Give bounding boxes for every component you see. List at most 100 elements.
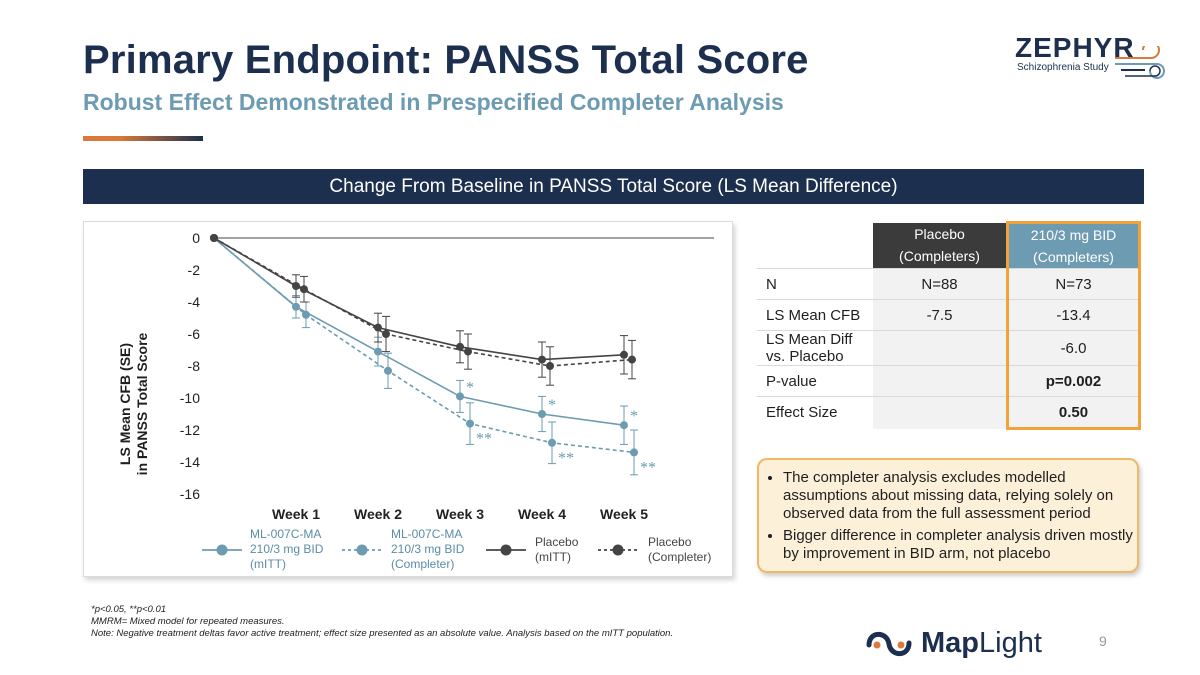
legend-marker (216, 544, 228, 556)
cell-placebo (873, 365, 1008, 397)
legend-text: (mITT) (250, 557, 286, 571)
col-header-text: Placebo (914, 226, 965, 243)
accent-bar (83, 136, 203, 141)
x-tick-label: Week 4 (518, 506, 566, 522)
footnote-mmrm: MMRM= Mixed model for repeated measures. (91, 616, 285, 627)
cell-placebo: -7.5 (873, 299, 1008, 331)
data-point (620, 421, 628, 430)
page-subtitle: Robust Effect Demonstrated in Prespecifi… (83, 89, 784, 115)
legend-text: ML-007C-MA (250, 527, 322, 541)
data-point (456, 392, 464, 401)
callout-list: The completer analysis excludes modelled… (759, 469, 1137, 563)
col-header-bid: 210/3 mg BID (Completers) (1006, 221, 1141, 269)
data-point (382, 330, 390, 338)
callout-bullet: Bigger difference in completer analysis … (783, 527, 1137, 563)
maplight-wordmark: MapLight (921, 627, 1042, 660)
y-tick-label: 0 (192, 230, 200, 246)
legend-marker (500, 544, 512, 556)
maplight-logo: MapLight (865, 627, 1055, 661)
maplight-word-light: Light (979, 627, 1042, 659)
data-point (620, 350, 628, 359)
legend-text: Placebo (535, 535, 579, 549)
significance-marker: * (548, 397, 556, 414)
results-table: Placebo (Completers) 210/3 mg BID (Compl… (757, 221, 1141, 430)
footnote-note: Note: Negative treatment deltas favor ac… (91, 628, 674, 639)
legend-marker (612, 544, 624, 556)
table-corner (757, 222, 873, 269)
cell-bid: 0.50 (1006, 396, 1141, 430)
y-tick-label: -6 (188, 326, 201, 342)
zephyr-logo-word: ZEPHYR (1015, 32, 1135, 63)
cell-placebo (873, 330, 1008, 366)
zephyr-logo-subtitle: Schizophrenia Study (1017, 62, 1109, 73)
maplight-word-bold: Map (921, 627, 979, 659)
data-point (628, 355, 636, 364)
legend-item-bid-mitt: ML-007C-MA 210/3 mg BID (mITT) (250, 527, 323, 572)
significance-marker: ** (476, 431, 492, 448)
series-line (213, 237, 635, 454)
x-tick-label: Week 3 (436, 506, 484, 522)
chart-canvas: 0 -2 -4 -6 -8 -10 -12 -14 -16 Week 1 Week 2 Week 3 W… (180, 230, 714, 556)
legend-text: (mITT) (535, 550, 571, 564)
y-axis-label-line1: LS Mean CFB (SE) (117, 342, 133, 466)
legend-text: (Completer) (648, 550, 712, 564)
x-tick-label: Week 5 (600, 506, 648, 522)
cell-placebo (873, 396, 1008, 429)
data-point (630, 448, 638, 457)
row-label: N (757, 268, 873, 300)
y-axis-label-line2: in PANSS Total Score (134, 332, 150, 476)
data-point (546, 362, 554, 370)
data-point (538, 355, 546, 364)
legend-text: ML-007C-MA (391, 527, 463, 541)
data-point (302, 310, 310, 319)
y-tick-label: -16 (180, 486, 200, 502)
legend-text: 210/3 mg BID (391, 542, 465, 556)
table-row: P-value p=0.002 (757, 365, 1141, 397)
y-tick-label: -4 (188, 294, 201, 310)
legend-text: 210/3 mg BID (250, 542, 324, 556)
table-row: N N=88 N=73 (757, 268, 1141, 300)
y-tick-label: -8 (188, 358, 201, 374)
significance-marker: * (466, 379, 474, 396)
legend-text: Placebo (648, 535, 692, 549)
legend-item-placebo-mitt: Placebo (mITT) (535, 535, 578, 565)
zephyr-logo: ZEPHYR Schizophrenia Study (1015, 32, 1170, 84)
data-point (210, 234, 218, 242)
table-row: LS Mean Diff vs. Placebo -6.0 (757, 330, 1141, 366)
significance-marker: ** (640, 459, 656, 476)
significance-marker: * (630, 408, 638, 425)
col-header-text: (Completers) (1033, 249, 1114, 265)
series-line (213, 237, 633, 367)
callout-box: The completer analysis excludes modelled… (757, 458, 1139, 573)
data-point (300, 285, 308, 294)
data-point (548, 438, 556, 447)
legend-item-placebo-completer: Placebo (Completer) (648, 535, 711, 565)
data-point (464, 347, 472, 356)
y-tick-label: -2 (188, 262, 201, 278)
col-header-text: (Completers) (899, 248, 980, 265)
y-axis-label: LS Mean CFB (SE) in PANSS Total Score (117, 314, 151, 494)
row-label: LS Mean Diff vs. Placebo (757, 330, 873, 366)
x-tick-label: Week 1 (272, 506, 320, 522)
table-row: LS Mean CFB -7.5 -13.4 (757, 299, 1141, 331)
y-tick-label: -14 (180, 454, 200, 470)
legend-text: (Completer) (391, 557, 455, 571)
maplight-mark-icon (866, 631, 912, 657)
x-tick-label: Week 2 (354, 506, 402, 522)
y-tick-label: -12 (180, 422, 200, 438)
data-point (466, 419, 474, 428)
data-point (374, 347, 382, 356)
page-number: 9 (1099, 633, 1107, 649)
wind-swirl-icon (1115, 46, 1165, 79)
data-point (374, 323, 382, 332)
table-header-row: Placebo (Completers) 210/3 mg BID (Compl… (757, 221, 1141, 269)
legend-marker (356, 544, 368, 556)
series-line (213, 237, 625, 426)
row-label: Effect Size (757, 396, 873, 429)
section-banner: Change From Baseline in PANSS Total Scor… (83, 169, 1144, 204)
significance-marker: ** (558, 450, 574, 467)
page-title: Primary Endpoint: PANSS Total Score (83, 38, 809, 82)
callout-bullet: The completer analysis excludes modelled… (783, 469, 1137, 523)
row-label: P-value (757, 365, 873, 397)
series-line (213, 237, 625, 361)
